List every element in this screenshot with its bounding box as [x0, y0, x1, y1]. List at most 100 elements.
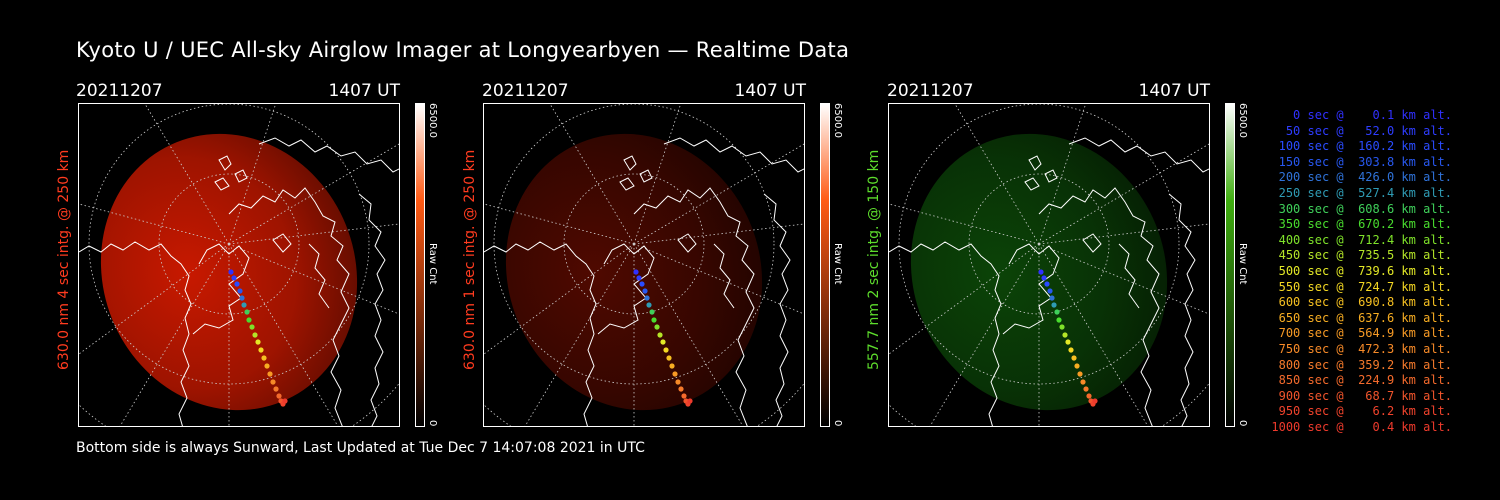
rocket-trajectory: [1038, 269, 1098, 407]
panel-3-side-label: 557.7 nm 2 sec intg. @ 150 km: [866, 149, 882, 370]
trajectory-point: [1056, 317, 1062, 323]
trajectory-point: [270, 379, 276, 385]
trajectory-point: [267, 371, 273, 377]
panel-3-map: [888, 103, 1210, 427]
trajectory-point: [234, 281, 240, 287]
trajectory-point: [1047, 288, 1053, 294]
panel-2-colorbar: [820, 103, 830, 427]
lat-lon-grid: [79, 104, 399, 426]
trajectory-point: [1054, 309, 1060, 315]
footer-status: Bottom side is always Sunward, Last Upda…: [76, 440, 645, 456]
legend-item: 250 sec @ 527.4 km alt.: [1271, 185, 1452, 200]
trajectory-point: [1065, 339, 1071, 345]
trajectory-point: [276, 393, 282, 399]
trajectory-point: [1038, 269, 1044, 275]
trajectory-point: [639, 281, 645, 287]
legend-item: 650 sec @ 637.6 km alt.: [1271, 310, 1452, 325]
trajectory-point: [1077, 371, 1083, 377]
trajectory-point: [1049, 295, 1055, 301]
trajectory-point: [1051, 302, 1057, 308]
panel-1-map: [78, 103, 400, 427]
trajectory-point: [282, 398, 288, 404]
sky-glow: [505, 133, 763, 411]
trajectory-point: [228, 269, 234, 275]
trajectory-point: [244, 309, 250, 315]
trajectory-point: [261, 355, 267, 361]
lat-lon-grid: [484, 104, 804, 426]
trajectory-point: [675, 379, 681, 385]
trajectory-point: [657, 332, 663, 338]
legend-item: 900 sec @ 68.7 km alt.: [1271, 388, 1452, 403]
legend-item: 700 sec @ 564.9 km alt.: [1271, 326, 1452, 341]
trajectory-point: [1044, 281, 1050, 287]
trajectory-point: [252, 332, 258, 338]
legend-item: 750 sec @ 472.3 km alt.: [1271, 341, 1452, 356]
legend-item: 500 sec @ 739.6 km alt.: [1271, 263, 1452, 278]
trajectory-point: [660, 339, 666, 345]
rocket-trajectory: [633, 269, 693, 407]
trajectory-point: [249, 324, 255, 330]
panel-3-colorbar: [1225, 103, 1235, 427]
panel-2-map: [483, 103, 805, 427]
trajectory-point: [654, 324, 660, 330]
panel-3-cbar-min: 0: [1237, 420, 1248, 427]
legend-item: 50 sec @ 52.0 km alt.: [1271, 123, 1452, 138]
trajectory-point: [672, 371, 678, 377]
legend-item: 550 sec @ 724.7 km alt.: [1271, 279, 1452, 294]
airglow-map-svg: [889, 104, 1209, 426]
trajectory-point: [651, 317, 657, 323]
legend-item: 450 sec @ 735.5 km alt.: [1271, 248, 1452, 263]
trajectory-point: [1083, 386, 1089, 392]
legend-item: 800 sec @ 359.2 km alt.: [1271, 357, 1452, 372]
trajectory-point: [678, 386, 684, 392]
trajectory-point: [644, 295, 650, 301]
trajectory-point: [273, 386, 279, 392]
trajectory-point: [666, 355, 672, 361]
trajectory-point: [237, 288, 243, 294]
coastline: [889, 137, 1209, 426]
sky-glow: [100, 133, 358, 411]
trajectory-point: [669, 363, 675, 369]
panel-2-time: 1407 UT: [734, 81, 807, 101]
trajectory-point: [241, 302, 247, 308]
trajectory-point: [1074, 363, 1080, 369]
trajectory-point: [633, 269, 639, 275]
legend-item: 1000 sec @ 0.4 km alt.: [1271, 419, 1452, 434]
trajectory-point: [1062, 332, 1068, 338]
trajectory-point: [1041, 275, 1047, 281]
trajectory-point: [1068, 347, 1074, 353]
trajectory-point: [231, 275, 237, 281]
sky-glow: [910, 133, 1168, 411]
trajectory-point: [636, 275, 642, 281]
panel-1-date: 20211207: [76, 81, 163, 101]
panel-1-side-label: 630.0 nm 4 sec intg. @ 250 km: [56, 149, 72, 370]
panel-2-date: 20211207: [482, 81, 569, 101]
panel-2-cbar-unit: Raw Cnt: [832, 243, 843, 285]
legend-item: 850 sec @ 224.9 km alt.: [1271, 373, 1452, 388]
legend-item: 200 sec @ 426.0 km alt.: [1271, 170, 1452, 185]
panel-2-cbar-max: 6500.0: [832, 103, 843, 138]
trajectory-point: [1080, 379, 1086, 385]
legend-item: 950 sec @ 6.2 km alt.: [1271, 404, 1452, 419]
trajectory-point: [255, 339, 261, 345]
coastline: [484, 137, 804, 426]
trajectory-point: [681, 393, 687, 399]
trajectory-point: [246, 317, 252, 323]
panel-1-colorbar: [415, 103, 425, 427]
trajectory-point: [646, 302, 652, 308]
trajectory-point: [649, 309, 655, 315]
trajectory-point: [642, 288, 648, 294]
legend-item: 400 sec @ 712.4 km alt.: [1271, 232, 1452, 247]
airglow-map-svg: [79, 104, 399, 426]
legend-item: 100 sec @ 160.2 km alt.: [1271, 139, 1452, 154]
page-title: Kyoto U / UEC All-sky Airglow Imager at …: [76, 38, 850, 62]
trajectory-point: [1086, 393, 1092, 399]
trajectory-point: [1059, 324, 1065, 330]
trajectory-point: [687, 398, 693, 404]
trajectory-point: [1071, 355, 1077, 361]
legend-item: 0 sec @ 0.1 km alt.: [1271, 108, 1452, 122]
panel-1-cbar-min: 0: [427, 420, 438, 427]
trajectory-point: [264, 363, 270, 369]
panel-3-date: 20211207: [887, 81, 974, 101]
legend-item: 600 sec @ 690.8 km alt.: [1271, 295, 1452, 310]
